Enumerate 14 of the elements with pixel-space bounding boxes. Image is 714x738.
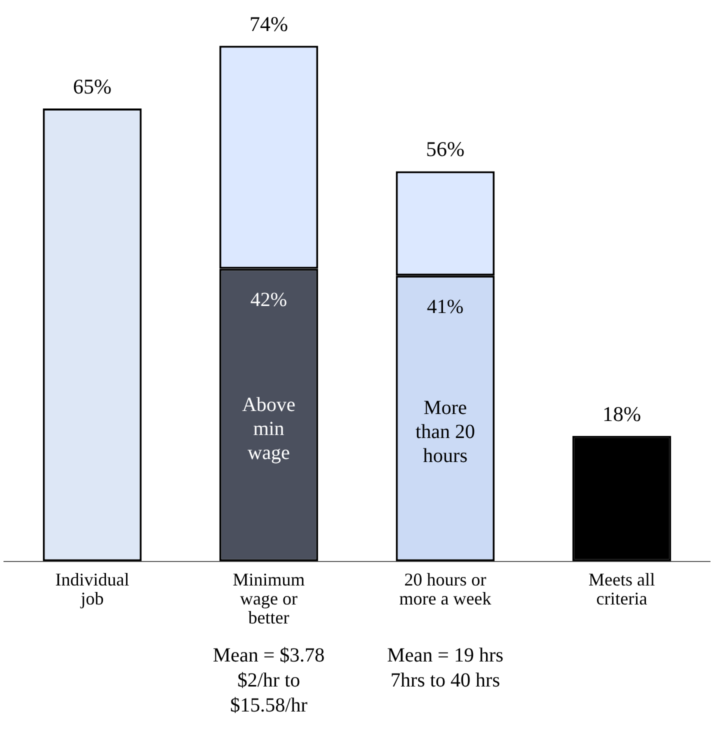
- total-label: 18%: [602, 402, 641, 426]
- total-label: 74%: [250, 12, 288, 36]
- x-tick-label: Minimum wage or better: [232, 569, 305, 628]
- text: Mean = $3.78 $2/hr to $15.58/hr: [212, 644, 325, 716]
- x-tick-label: 20 hours or more a week: [399, 569, 492, 608]
- x-tick-label: Individual job: [55, 569, 130, 608]
- data-label: 41%: [426, 296, 464, 318]
- text: Mean = 19 hrs 7hrs to 40 hrs: [387, 644, 504, 692]
- x-tick-label: Meets all criteria: [588, 569, 655, 608]
- annotation: Above min wage: [242, 394, 296, 464]
- data-label: 42%: [250, 288, 288, 311]
- total-label: 65%: [73, 74, 112, 99]
- total-label: 56%: [426, 137, 464, 162]
- annotation: More than 20 hours: [416, 397, 475, 468]
